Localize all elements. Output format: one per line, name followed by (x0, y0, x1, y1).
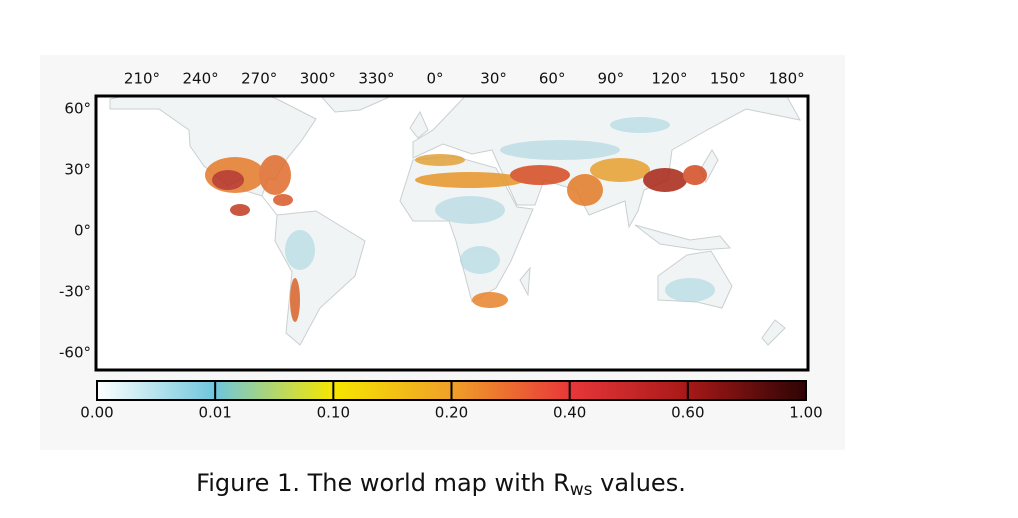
colorbar-tick-label: 0.60 (671, 404, 704, 422)
colorbar-tick-label: 0.01 (198, 404, 231, 422)
latitude-label: -30° (59, 283, 91, 301)
map-land (109, 96, 801, 346)
caption-text: Figure 1. The world map with R (196, 469, 570, 497)
longitude-label: 180° (769, 70, 805, 88)
map-frame (94, 94, 810, 372)
caption-subscript: ws (570, 480, 593, 500)
latitude-label: -60° (59, 344, 91, 362)
longitude-label: 60° (539, 70, 566, 88)
longitude-label: 120° (651, 70, 687, 88)
colorbar-tick-label: 0.20 (435, 404, 468, 422)
longitude-label: 330° (358, 70, 394, 88)
colorbar-tick-label: 0.00 (80, 404, 113, 422)
longitude-label: 270° (241, 70, 277, 88)
longitude-label: 300° (300, 70, 336, 88)
longitude-label: 240° (183, 70, 219, 88)
caption-text: values. (593, 469, 686, 497)
latitude-label: 60° (64, 100, 91, 118)
caption: Figure 1. The world map with Rws values. (196, 469, 686, 500)
colorbar-tick-label: 1.00 (789, 404, 822, 422)
latitude-label: 0° (74, 222, 91, 240)
latitude-label: 30° (64, 161, 91, 179)
longitude-label: 30° (480, 70, 507, 88)
longitude-label: 0° (426, 70, 443, 88)
colorbar-tick-label: 0.10 (317, 404, 350, 422)
longitude-label: 210° (124, 70, 160, 88)
colorbar-tick-label: 0.40 (553, 404, 586, 422)
longitude-label: 90° (598, 70, 625, 88)
longitude-label: 150° (710, 70, 746, 88)
